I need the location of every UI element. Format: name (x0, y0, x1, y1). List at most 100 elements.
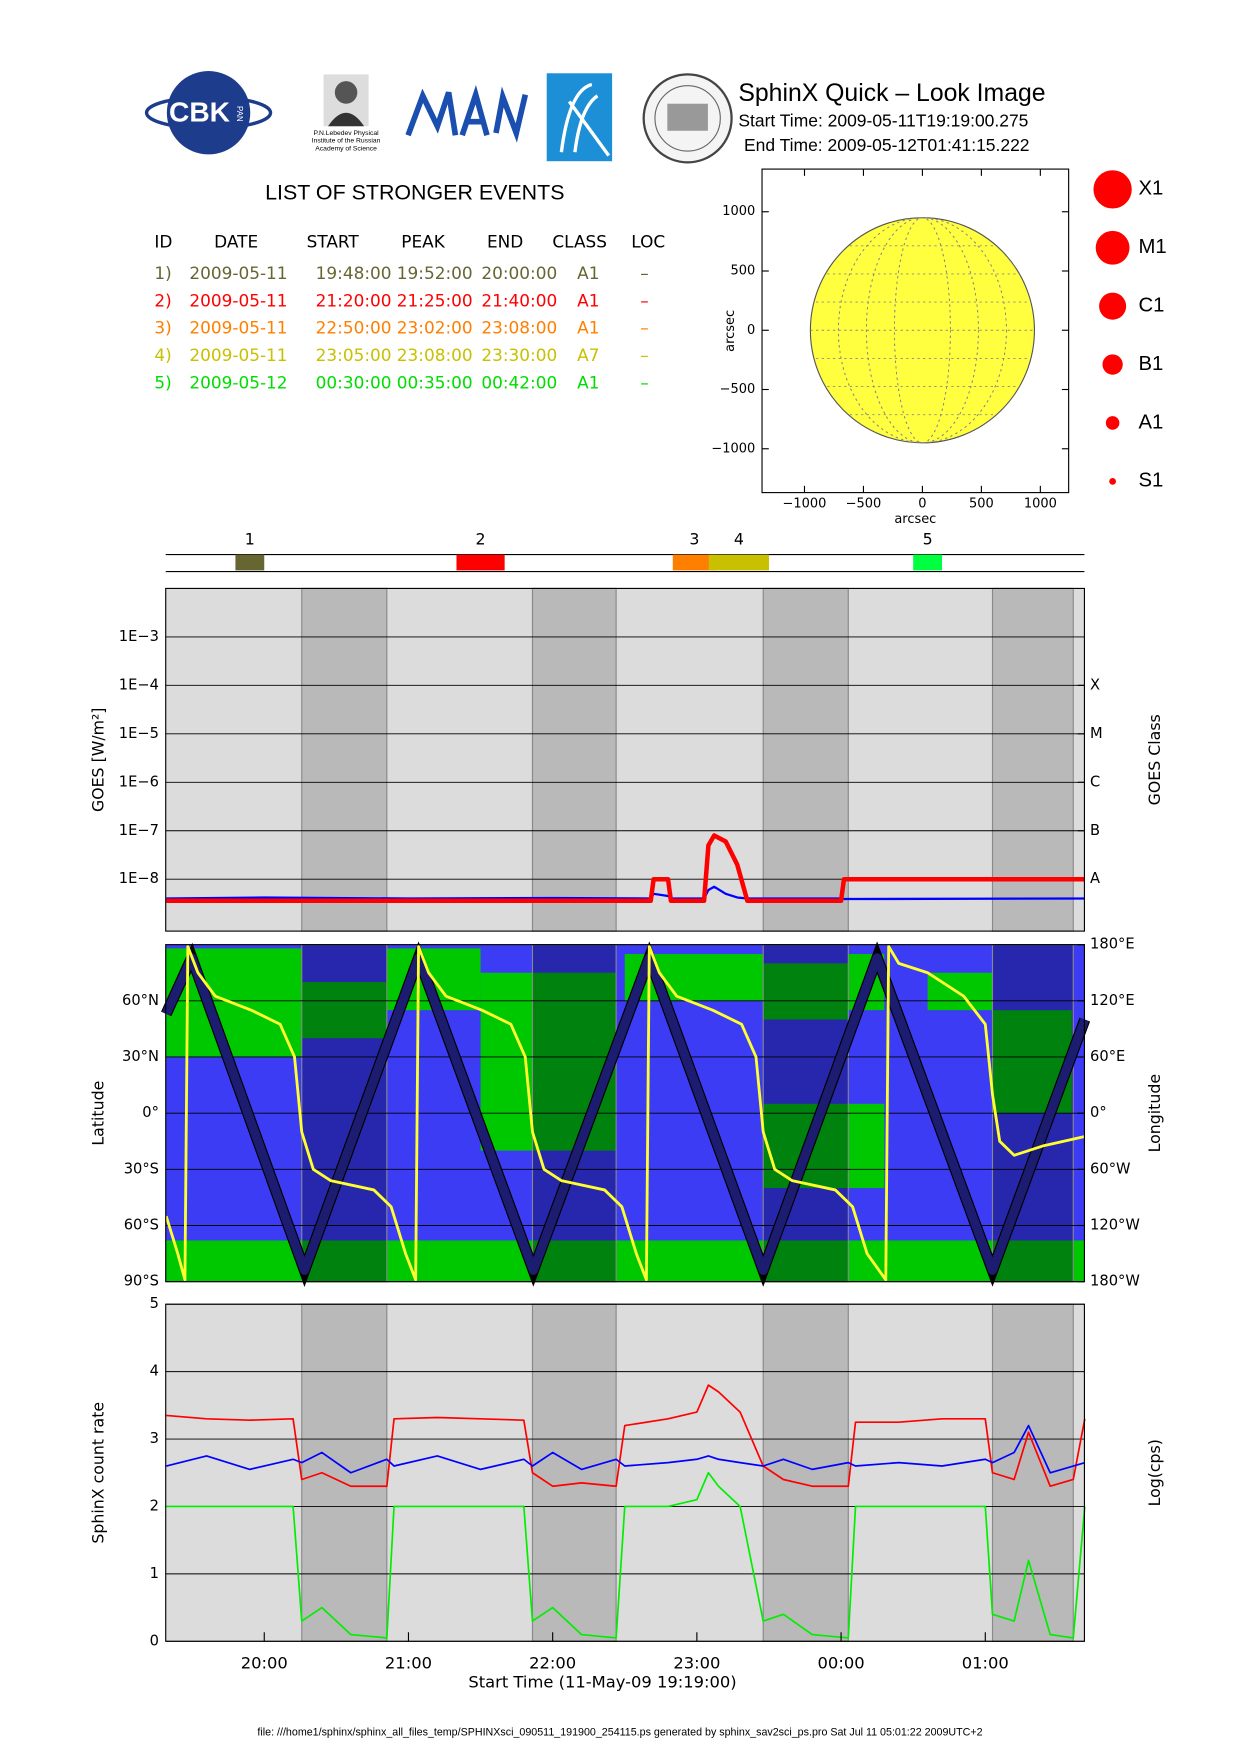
y2-tick-label: C (1090, 773, 1100, 790)
series-line (165, 1424, 1086, 1474)
class-marker (1095, 230, 1130, 265)
disk-meridian (837, 217, 1007, 443)
y2-axis-label: Log(cps) (1145, 1439, 1164, 1506)
y2-tick-label: 180°E (1090, 936, 1135, 953)
y2-tick-label: 60°W (1090, 1160, 1130, 1177)
event-cell: A1 (577, 318, 599, 338)
y-tick-label: −500 (720, 382, 756, 397)
event-cell: 23:08:00 (481, 318, 557, 338)
y-tick-label: 500 (731, 264, 756, 279)
orbit-night (991, 1303, 1074, 1642)
y-axis-label: SphinX count rate (89, 1402, 108, 1544)
logo-subtext: PAN (235, 106, 244, 122)
x-axis-label: Start Time (11-May-09 19:19:00) (468, 1672, 736, 1691)
header-start: Start Time: 2009-05-11T19:19:00.275 (738, 110, 1028, 130)
series-line (166, 1471, 1086, 1639)
event-cell: 2) (154, 290, 171, 310)
header-title: SphinX Quick – Look Image (738, 80, 1045, 107)
logo-cbk: CBK PAN (144, 71, 273, 155)
x-tick-label: 00:00 (818, 1653, 865, 1672)
header-end: End Time: 2009-05-12T01:41:15.222 (744, 135, 1030, 155)
series-line (166, 833, 1085, 903)
y-tick-label: 90°S (124, 1273, 159, 1290)
x-tick-label: 23:00 (673, 1653, 720, 1672)
event-cell: 21:25:00 (397, 290, 473, 310)
series-line (162, 953, 1090, 1275)
event-label: 2 (476, 529, 486, 548)
events-title: LIST OF STRONGER EVENTS (265, 181, 564, 205)
event-cell: 23:05:00 (316, 345, 392, 365)
event-label: 3 (689, 529, 699, 548)
event-cell: 4) (154, 345, 171, 365)
y-tick-label: 0 (150, 1632, 159, 1649)
logo-stroke (493, 86, 529, 143)
logo-text: CBK (169, 95, 231, 127)
class-label: M1 (1139, 236, 1167, 258)
seal-building (667, 103, 708, 131)
orbit-night (762, 1303, 849, 1642)
footer: file: ///home1/sphinx/sphinx_all_files_t… (257, 1726, 982, 1738)
y-tick-label: 60°N (122, 992, 159, 1009)
logo-arcs (559, 82, 611, 157)
x-tick-label: 500 (969, 496, 994, 511)
plot-frame (165, 1303, 1085, 1642)
class-label: X1 (1139, 178, 1164, 200)
event-cell: – (640, 263, 648, 283)
class-label: C1 (1139, 295, 1165, 317)
event-cell: 20:00:00 (481, 263, 557, 283)
event-label: 4 (734, 529, 744, 548)
event-cell: A1 (577, 290, 599, 310)
plot-frame (165, 587, 1085, 932)
event-box (235, 554, 265, 571)
column-header: ID (154, 231, 172, 251)
y-tick-label: 30°S (124, 1160, 159, 1177)
portrait-body (328, 112, 365, 127)
orbit-night (991, 587, 1074, 932)
logo-caption: Academy of Science (315, 146, 377, 153)
event-cell: – (640, 318, 648, 338)
event-box (456, 554, 505, 571)
y-tick-label: 0 (747, 323, 755, 338)
y-tick-label: 60°S (124, 1217, 159, 1234)
event-cell: 21:40:00 (481, 290, 557, 310)
logo-institute (546, 73, 613, 162)
portrait-head (334, 81, 358, 104)
logo-stroke (459, 85, 490, 137)
x-tick-label: 22:00 (529, 1653, 576, 1672)
event-cell: – (640, 372, 648, 392)
event-box (708, 554, 769, 571)
x-tick-label: 01:00 (962, 1653, 1009, 1672)
orbit-night (762, 587, 849, 932)
y2-tick-label: 60°E (1090, 1048, 1125, 1065)
event-cell: 1) (154, 263, 171, 283)
event-cell: 23:30:00 (481, 345, 557, 365)
y2-tick-label: 120°E (1090, 992, 1135, 1009)
y-tick-label: −1000 (711, 441, 755, 456)
event-box (672, 554, 717, 571)
seal-inner (654, 85, 721, 152)
event-cell: 22:50:00 (316, 318, 392, 338)
class-marker (1093, 170, 1132, 209)
y-tick-label: 1E−4 (119, 676, 159, 693)
map-region (166, 1240, 1085, 1282)
y2-tick-label: 180°W (1090, 1273, 1140, 1290)
event-label: 5 (923, 529, 933, 548)
logo-lebedev: P.N.Lebedev Physical Institute of the Ru… (312, 74, 381, 153)
x-tick-label: −500 (846, 496, 882, 511)
y-axis-label: GOES [W/m²] (89, 708, 108, 813)
y2-tick-label: A (1090, 870, 1100, 887)
x-axis-label: arcsec (894, 512, 936, 527)
event-cell: 21:20:00 (316, 290, 392, 310)
column-header: PEAK (401, 231, 445, 251)
column-header: LOC (631, 231, 665, 251)
disk-meridian (865, 217, 979, 443)
event-cell: 23:02:00 (397, 318, 473, 338)
y-axis-label: Latitude (89, 1081, 108, 1146)
logo-stroke (405, 88, 459, 137)
y2-tick-label: B (1090, 822, 1100, 839)
event-cell: 19:48:00 (316, 263, 392, 283)
y2-axis-label: Longitude (1145, 1074, 1164, 1152)
event-cell: 2009-05-12 (189, 372, 287, 392)
event-cell: – (640, 345, 648, 365)
y-tick-label: 1 (150, 1565, 159, 1582)
